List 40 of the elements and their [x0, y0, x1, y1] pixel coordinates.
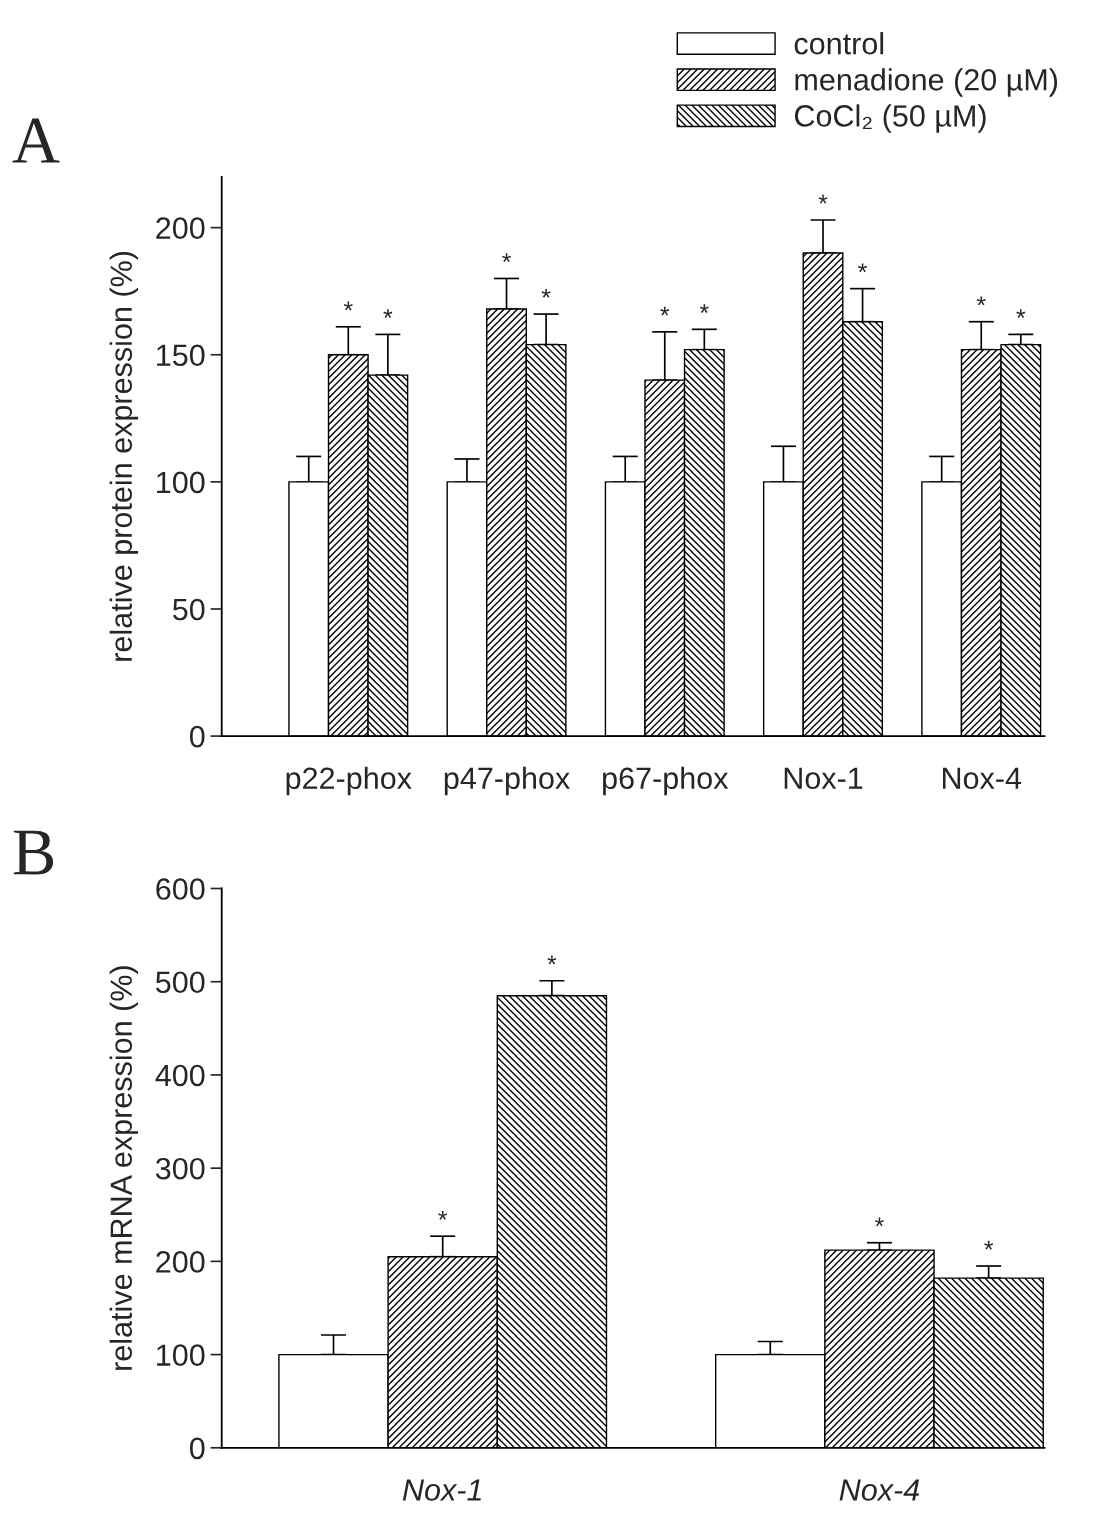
data-label: * — [438, 1211, 448, 1220]
y-tick-label: 400 — [155, 1064, 205, 1087]
legend-label: control — [794, 32, 884, 55]
data-label: * — [984, 1240, 994, 1250]
y-tick-label: 200 — [156, 217, 205, 239]
data-label: * — [699, 304, 709, 313]
y-tick-label: 50 — [172, 598, 205, 621]
y-tick-label: 0 — [189, 725, 205, 748]
chart-title: A — [12, 118, 60, 163]
x-tick-label: p22-phox — [286, 766, 412, 796]
y-tick-label: 100 — [157, 471, 205, 494]
x-tick-label: Nox-4 — [943, 767, 1022, 790]
data-label: * — [858, 263, 868, 273]
x-tick-label: Nox-1 — [402, 1479, 481, 1501]
x-tick-label: p47-phox — [444, 766, 570, 796]
y-tick-label: 600 — [156, 878, 205, 900]
data-label: * — [547, 955, 557, 965]
y-tick-label: 150 — [157, 344, 205, 367]
y-axis-title: relative mRNA expression (%) — [109, 966, 139, 1370]
y-tick-label: 100 — [157, 1344, 205, 1366]
x-tick-label: Nox-1 — [784, 767, 863, 790]
y-axis-title: relative protein expression (%) — [109, 251, 139, 661]
data-label: * — [383, 309, 393, 319]
data-label: * — [874, 1217, 884, 1227]
y-tick-label: 500 — [155, 971, 205, 994]
y-tick-label: 0 — [189, 1437, 205, 1460]
y-tick-label: 300 — [155, 1157, 205, 1180]
data-label: * — [976, 296, 986, 306]
data-label: * — [502, 253, 512, 263]
x-tick-label: Nox-4 — [839, 1479, 920, 1501]
data-label: * — [818, 194, 828, 204]
legend-label: CoCl₂ (50 µM) — [794, 104, 986, 133]
x-tick-label: p67-phox — [603, 766, 729, 796]
legend-label: menadione (20 µM) — [795, 68, 1058, 97]
data-label: * — [541, 288, 551, 298]
data-label: * — [1016, 309, 1026, 319]
y-tick-label: 200 — [156, 1251, 205, 1273]
data-label: * — [343, 301, 353, 311]
data-label: * — [660, 306, 670, 316]
chart-title: B — [13, 830, 54, 875]
